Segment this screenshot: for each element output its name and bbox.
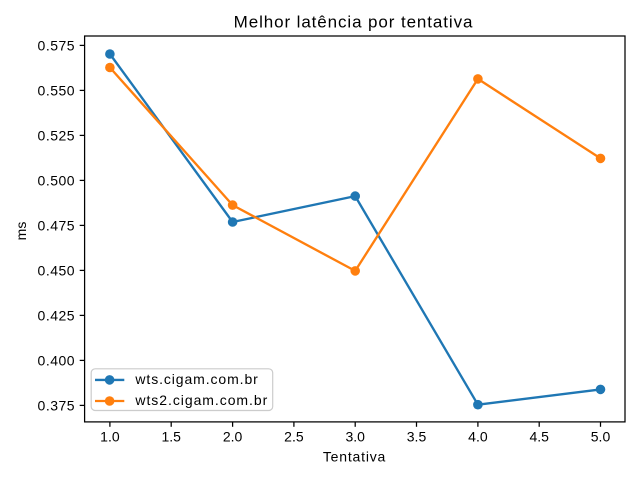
svg-text:wts2.cigam.com.br: wts2.cigam.com.br (134, 392, 268, 408)
svg-text:wts.cigam.com.br: wts.cigam.com.br (134, 371, 258, 387)
svg-text:0.525: 0.525 (38, 127, 76, 143)
svg-text:0.450: 0.450 (38, 262, 76, 278)
svg-text:0.575: 0.575 (38, 37, 76, 53)
svg-text:0.400: 0.400 (38, 352, 76, 368)
svg-text:0.425: 0.425 (38, 307, 76, 323)
svg-text:1.5: 1.5 (161, 429, 181, 445)
svg-text:1.0: 1.0 (100, 429, 120, 445)
svg-text:3.0: 3.0 (345, 429, 365, 445)
svg-text:0.475: 0.475 (38, 217, 76, 233)
svg-text:0.375: 0.375 (38, 397, 76, 413)
svg-text:4.5: 4.5 (529, 429, 549, 445)
svg-text:5.0: 5.0 (591, 429, 611, 445)
svg-text:2.5: 2.5 (284, 429, 304, 445)
svg-text:Melhor latência por tentativa: Melhor latência por tentativa (234, 12, 474, 31)
svg-text:Tentativa: Tentativa (323, 449, 386, 465)
svg-text:0.550: 0.550 (38, 82, 76, 98)
svg-text:2.0: 2.0 (223, 429, 243, 445)
svg-text:ms: ms (13, 222, 29, 241)
svg-text:4.0: 4.0 (468, 429, 488, 445)
svg-text:3.5: 3.5 (407, 429, 427, 445)
svg-text:0.500: 0.500 (38, 172, 76, 188)
